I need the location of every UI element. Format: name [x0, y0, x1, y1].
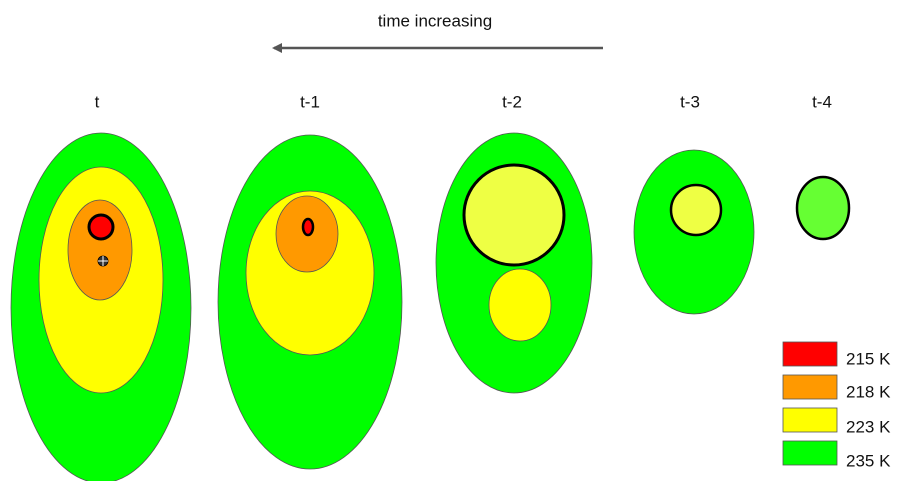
region-223-outlined — [669, 183, 723, 237]
legend-swatch — [782, 440, 838, 466]
legend-label: 215 K — [846, 349, 891, 368]
region-215 — [87, 213, 115, 241]
stage-label: t-3 — [680, 92, 700, 111]
stage-t-3 — [633, 149, 755, 315]
stage-label: t-2 — [502, 92, 522, 111]
stage-label: t-4 — [812, 92, 832, 111]
region-223-outlined — [462, 163, 566, 267]
legend-label: 218 K — [846, 382, 891, 401]
stage-t — [10, 132, 192, 481]
legend-swatch — [782, 407, 838, 433]
header-title: time increasing — [378, 11, 492, 30]
region-215 — [301, 217, 315, 237]
stage-t-1 — [217, 134, 403, 470]
region-223 — [488, 268, 552, 342]
legend-swatch — [782, 341, 838, 367]
legend-label: 223 K — [846, 417, 891, 436]
legend-swatch — [782, 374, 838, 400]
region-235-outlined — [795, 175, 851, 241]
region-218 — [67, 199, 133, 301]
stage-label: t — [95, 92, 100, 111]
legend — [782, 341, 838, 466]
stage-t-4 — [795, 175, 851, 241]
stage-t-2 — [435, 132, 593, 394]
stage-label: t-1 — [300, 92, 320, 111]
legend-label: 235 K — [846, 451, 891, 470]
